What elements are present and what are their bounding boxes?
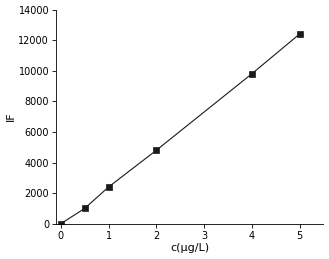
Y-axis label: IF: IF [6,112,15,121]
X-axis label: c(μg/L): c(μg/L) [170,243,209,254]
